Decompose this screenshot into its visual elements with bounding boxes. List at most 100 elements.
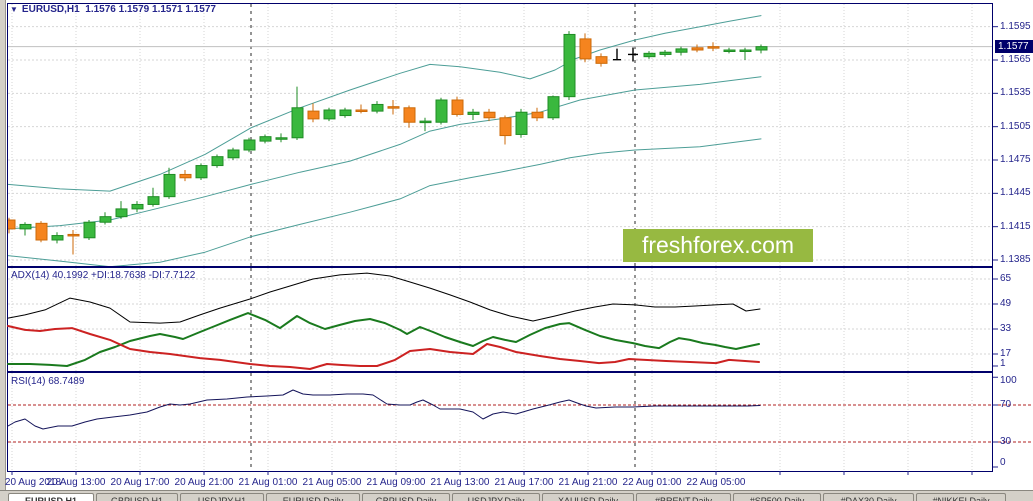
panel-border [7,267,993,372]
broker-watermark: freshforex.com [623,229,813,262]
candle [323,107,336,122]
tab-eurusd-daily[interactable]: EURUSD,Daily [266,493,360,501]
candle [451,96,464,117]
candle [67,230,80,255]
candle [483,108,496,122]
rsi-axis-label: 100 [1000,375,1017,386]
price-axis-label: 1.1535 [1000,87,1031,99]
candle [195,163,208,181]
price-axis-label: 1.1505 [1000,120,1031,132]
candle [387,100,400,115]
candle [227,147,240,161]
candle [339,107,352,118]
time-axis-label: 20 Aug 21:00 [174,477,234,488]
chart-dropdown-icon[interactable]: ▼ [10,5,18,14]
candle [467,108,480,121]
adx-axis-label: 17 [1000,348,1012,359]
candle [179,170,192,182]
candle [739,47,752,61]
tab-usdjpy-h1[interactable]: USDJPY,H1 [180,493,264,501]
candle [579,33,592,63]
bollinger-bands [8,15,762,266]
candle [755,44,768,54]
adx-axis-label: 65 [1000,273,1012,284]
current-price-badge: 1.1577 [995,40,1033,54]
tab-usdjpy-daily[interactable]: USDJPY,Daily [452,493,540,501]
tab--sp500-daily[interactable]: #SP500,Daily [733,493,821,501]
chart-symbol-period: EURUSD,H1 [21,4,80,15]
axis-ticks [11,26,998,475]
candle [19,222,32,236]
time-axis-label: 21 Aug 21:00 [558,477,618,488]
candle [355,104,368,114]
candle [243,137,256,153]
candle [675,46,688,56]
rsi-axis-label: 0 [1000,457,1006,468]
tab-gbpusd-h1[interactable]: GBPUSD,H1 [96,493,178,501]
price-axis-label: 1.1385 [1000,254,1031,265]
tab-gbpusd-daily[interactable]: GBPUSD,Daily [362,493,450,501]
candle [563,31,576,101]
candle [515,108,528,138]
chart-annotations [613,47,638,62]
candle [275,133,288,143]
candle [435,97,448,125]
candle [419,117,432,132]
candle [51,232,64,244]
time-axis-label: 22 Aug 01:00 [622,477,682,488]
candle [531,107,544,122]
candle [211,154,224,168]
chart-ohlc-values: 1.1576 1.1579 1.1571 1.1577 [85,4,216,15]
candle [115,201,128,219]
cross-mark [628,47,638,62]
candle [547,95,560,121]
candle [723,47,736,54]
candle [691,44,704,53]
candle [35,221,48,243]
adx-indicator-label: ADX(14) 40.1992 +DI:18.7638 -DI:7.7122 [11,270,196,281]
chart-tab-bar: EURUSD,H1 GBPUSD,H1 USDJPY,H1 EURUSD,Daily G… [0,490,1033,501]
price-axis-label: 1.1595 [1000,20,1031,32]
candle [99,212,112,225]
tee-mark [613,48,621,61]
price-axis-label: 1.1445 [1000,187,1031,199]
candle [659,50,672,57]
time-axis-label: 20 Aug 17:00 [110,477,170,488]
time-axis-label: 21 Aug 05:00 [302,477,362,488]
window-left-edge [0,0,6,501]
rsi-indicator-label: RSI(14) 68.7489 [11,376,85,387]
adx-axis-label: 1 [1000,358,1006,369]
rsi-axis-label: 70 [1000,399,1012,410]
time-axis-label: 21 Aug 13:00 [430,477,490,488]
time-axis-label: 22 Aug 05:00 [686,477,746,488]
time-axis-label: 20 Aug 2018 [4,477,62,488]
price-axis-label: 1.1415 [1000,220,1031,232]
tab--brent-daily[interactable]: #BRENT,Daily [636,493,731,501]
rsi-axis-label: 30 [1000,436,1012,447]
time-axis-label: 20 Aug 13:00 [46,477,106,488]
adx-axis-label: 33 [1000,323,1012,334]
candle [131,201,144,213]
adx-lines [7,272,761,370]
tab-xauusd-daily[interactable]: XAUUSD,Daily [542,493,634,501]
time-axis-label: 21 Aug 17:00 [494,477,554,488]
candle [499,115,512,145]
candle [259,134,272,144]
candles-layer [8,31,768,255]
chart-title: ▼ EURUSD,H1 1.1576 1.1579 1.1571 1.1577 [10,4,216,15]
panel-border [7,372,993,472]
candle [371,101,384,114]
time-axis-label: 21 Aug 09:00 [366,477,426,488]
tab--dax30-daily[interactable]: #DAX30,Daily [823,493,914,501]
tab-eurusd-h1[interactable]: EURUSD,H1 [8,493,94,501]
candle [163,167,176,199]
price-axis-label: 1.1565 [1000,54,1031,65]
rsi-lines [7,389,1033,443]
time-axis-label: 21 Aug 01:00 [238,477,298,488]
candle [403,105,416,128]
candle [707,42,720,52]
tab--nikkei-daily[interactable]: #NIKKEI,Daily [916,493,1006,501]
day-separators [250,4,636,471]
